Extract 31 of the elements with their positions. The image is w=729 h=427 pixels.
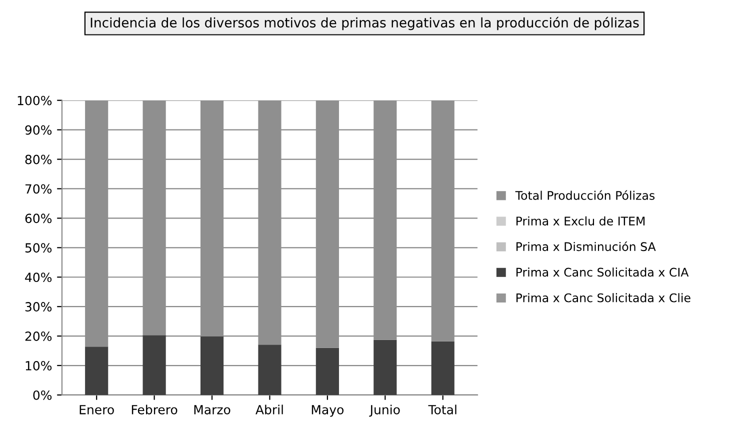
y-tick-label: 50% xyxy=(25,243,52,253)
legend-label: Prima x Disminución SA xyxy=(516,241,656,252)
x-tick-label: Marzo xyxy=(194,405,230,414)
legend-label: Prima x Exclu de ITEM xyxy=(516,216,645,226)
y-tick-label: 60% xyxy=(25,214,52,224)
bar xyxy=(142,335,166,395)
bar xyxy=(258,344,282,395)
bar xyxy=(85,346,108,395)
legend-label: Prima x Canc Solicitada x CIA xyxy=(516,268,689,277)
x-tick-label: Mayo xyxy=(312,405,344,417)
x-tick-label: Junio xyxy=(369,404,400,417)
legend-label: Total Producción Pólizas xyxy=(515,190,655,200)
bar xyxy=(374,340,397,395)
y-tick-label: 20% xyxy=(25,332,52,341)
bar xyxy=(200,336,224,395)
y-tick-label: 40% xyxy=(25,272,52,282)
y-tick-label: 70% xyxy=(25,184,52,194)
y-tick-label: 30% xyxy=(25,302,52,312)
bar xyxy=(431,341,454,395)
y-tick-label: 100% xyxy=(18,96,52,106)
x-tick-label: Enero xyxy=(80,405,114,414)
y-tick-label: 0% xyxy=(33,390,52,400)
legend-label: Prima x Canc Solicitada x Clie xyxy=(516,293,690,302)
bar xyxy=(316,348,339,395)
chart-title: Incidencia de los diversos motivos de primas negativas en la producción de pólizas xyxy=(90,16,639,30)
y-tick-label: 10% xyxy=(26,360,52,370)
y-tick-label: 80% xyxy=(25,154,52,164)
x-tick-label: Total xyxy=(428,404,456,414)
x-tick-label: Febrero xyxy=(132,404,178,414)
x-tick-label: Abril xyxy=(256,404,283,414)
y-tick-label: 90% xyxy=(25,125,52,135)
